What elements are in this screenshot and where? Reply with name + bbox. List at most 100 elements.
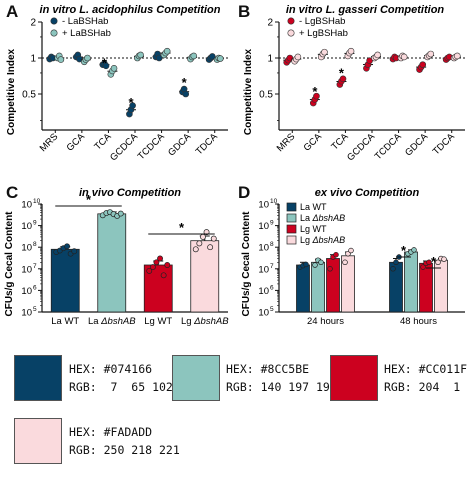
swatch-red: [330, 355, 378, 401]
legend-label: Lg WT: [300, 224, 327, 234]
data-point: [427, 50, 435, 58]
x-tick-label: TDCA: [194, 131, 221, 158]
y-tick-exponent: 5: [270, 306, 274, 313]
data-point: [441, 256, 447, 262]
legend-label: Lg ΔbshAB: [300, 235, 345, 245]
chart-d-ylabel: CFUs/g Cecal Content: [241, 211, 252, 317]
data-point: [393, 259, 399, 266]
data-point: [318, 259, 324, 266]
swatch-red-hex: HEX: #CC011F: [384, 362, 468, 376]
x-tick-label: GCDCA: [108, 131, 141, 164]
y-tick-exponent: 6: [270, 284, 274, 291]
data-point: [420, 264, 426, 270]
swatch-navy-rgb: RGB: 7 65 102: [69, 380, 173, 394]
legend-label: + LaBSHab: [62, 28, 111, 39]
swatch-navy: [14, 355, 62, 401]
significance-star: *: [339, 66, 345, 81]
chart-c-title: in vivo Competition: [79, 187, 181, 199]
x-tick-label: GCA: [65, 131, 88, 154]
y-tick-label: 10: [21, 221, 32, 232]
legend-label: - LgBSHab: [299, 16, 345, 27]
y-tick-label: 10: [21, 264, 32, 275]
data-point: [84, 54, 91, 62]
data-point: [71, 248, 78, 255]
y-tick-exponent: 6: [33, 284, 37, 291]
data-point: [454, 52, 461, 60]
bar: [419, 262, 433, 313]
significance-star: *: [128, 95, 134, 110]
y-tick-label: 10: [258, 221, 269, 232]
y-tick-label: 1: [267, 54, 273, 65]
data-point: [64, 243, 71, 250]
y-tick-label: 10: [258, 200, 269, 211]
data-point: [102, 62, 110, 70]
data-point: [199, 233, 206, 240]
swatch-pink: [14, 418, 62, 464]
data-point: [426, 259, 432, 266]
legend-label: - LaBSHab: [62, 16, 108, 27]
swatch-pink-hex: HEX: #FADADD: [69, 425, 153, 439]
significance-star: *: [179, 220, 185, 235]
data-point: [57, 56, 65, 63]
data-point: [419, 61, 427, 68]
data-point: [196, 240, 203, 247]
legend-swatch: [286, 213, 297, 223]
bar: [97, 213, 127, 313]
data-point: [294, 53, 302, 61]
data-point: [210, 235, 217, 242]
data-point: [348, 247, 354, 254]
x-tick-label: Lg ΔbshAB: [181, 316, 229, 327]
y-tick-exponent: 7: [270, 263, 274, 270]
chart-a: in vitro L. acidophilus Competition Comp…: [6, 4, 228, 164]
y-tick-exponent: 8: [270, 241, 274, 248]
x-tick-label: TDCA: [431, 131, 458, 158]
significance-star: *: [86, 192, 92, 207]
y-tick-label: 10: [21, 243, 32, 254]
data-point: [190, 52, 198, 60]
significance-star: *: [431, 254, 437, 269]
y-tick-exponent: 10: [270, 198, 278, 205]
data-point: [303, 261, 309, 268]
x-tick-label: La ΔbshAB: [88, 316, 136, 327]
panel-c-letter: C: [6, 183, 19, 202]
chart-a-title: in vitro L. acidophilus Competition: [40, 4, 221, 16]
data-point: [157, 255, 163, 262]
data-point: [321, 48, 328, 56]
panel-a-letter: A: [6, 2, 19, 21]
y-tick-exponent: 9: [270, 220, 274, 227]
x-tick-label: TCDCA: [136, 131, 167, 162]
x-tick-label: La WT: [51, 316, 79, 327]
legend-swatch: [286, 235, 297, 245]
data-point: [117, 210, 124, 217]
y-tick-label: 10: [21, 286, 32, 297]
data-point: [312, 262, 318, 268]
panel-d-letter: D: [238, 183, 251, 202]
legend-label: + LgBSHab: [299, 28, 348, 39]
data-point: [192, 246, 199, 253]
data-point: [153, 259, 160, 266]
data-point: [374, 51, 381, 59]
data-point: [160, 272, 167, 279]
legend-label: La WT: [300, 202, 327, 212]
bar: [311, 261, 325, 313]
data-point: [203, 229, 210, 236]
chart-d: ex vivo Competition CFUs/g Cecal Content…: [241, 187, 465, 327]
y-tick-label: 10: [21, 308, 32, 319]
data-point: [209, 53, 216, 60]
data-point: [164, 262, 171, 268]
data-point: [342, 259, 348, 266]
legend-marker: [287, 17, 295, 25]
x-tick-label: GDCA: [403, 131, 431, 159]
y-tick-label: 0.5: [259, 90, 273, 101]
y-tick-label: 10: [21, 200, 32, 211]
bar: [404, 251, 418, 313]
data-point: [333, 251, 339, 258]
y-tick-exponent: 9: [33, 220, 37, 227]
data-point: [390, 266, 396, 272]
y-tick-exponent: 5: [33, 306, 37, 313]
data-point: [110, 65, 118, 72]
chart-c: in vivo Competition CFUs/g Cecal Content…: [4, 187, 229, 327]
x-tick-label: GCDCA: [345, 131, 378, 164]
significance-star: *: [102, 55, 108, 70]
legend-label: La ΔbshAB: [300, 213, 345, 223]
